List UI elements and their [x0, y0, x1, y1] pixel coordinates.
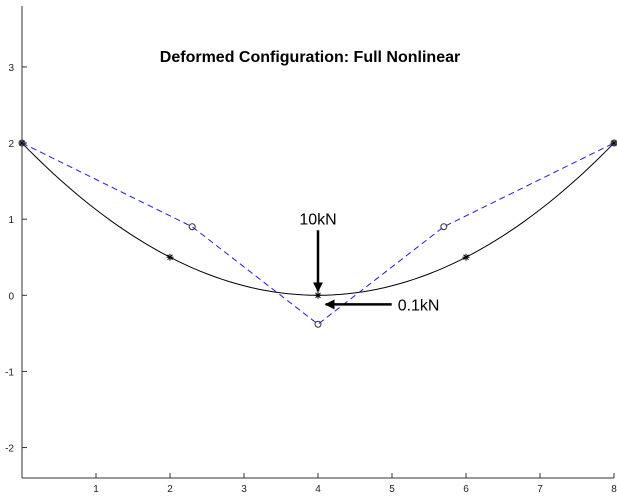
y-tick-label: 0 [8, 291, 14, 302]
x-tick-label: 3 [241, 484, 247, 495]
chart-title: Deformed Configuration: Full Nonlinear [160, 49, 460, 66]
circle-marker [440, 223, 448, 231]
annotation: 0.1kN [324, 297, 440, 314]
asterisk-marker [314, 291, 322, 299]
x-tick-label: 8 [611, 484, 617, 495]
annotation: 10kN [299, 211, 337, 293]
asterisk-marker [610, 139, 617, 147]
x-tick-label: 4 [315, 484, 321, 495]
annotation-layer: 10kN 0.1kN [299, 211, 439, 314]
asterisk-marker [462, 253, 470, 261]
x-tick-label: 5 [389, 484, 395, 495]
axes: 1 2 3 4 5 6 7 8 -2 -1 0 1 2 3 [5, 6, 617, 495]
y-tick-label: -2 [5, 444, 14, 455]
circle-marker [18, 139, 26, 147]
series-2 [18, 139, 617, 328]
x-tick-label: 1 [93, 484, 99, 495]
y-tick-label: 2 [8, 139, 14, 150]
series-layer [18, 139, 617, 328]
circle-marker [314, 320, 322, 328]
x-tick-label: 2 [167, 484, 173, 495]
annotation-label: 10kN [299, 211, 336, 228]
x-tick-label: 6 [463, 484, 469, 495]
asterisk-marker [166, 253, 174, 261]
circle-marker [188, 223, 196, 231]
x-tick-label: 7 [537, 484, 543, 495]
y-tick-label: -1 [5, 367, 14, 378]
circle-marker [610, 139, 617, 147]
y-tick-label: 3 [8, 63, 14, 74]
annotation-label: 0.1kN [398, 297, 440, 314]
dashed-series-line [21, 142, 615, 325]
y-tick-label: 1 [8, 215, 14, 226]
